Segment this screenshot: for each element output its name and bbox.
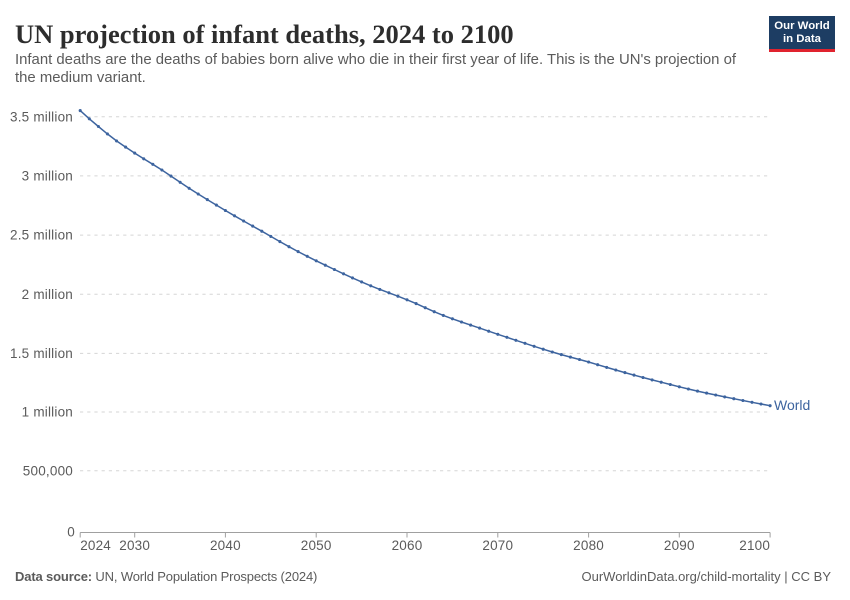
svg-text:1 million: 1 million [22, 405, 73, 420]
svg-text:World: World [774, 397, 810, 413]
svg-text:500,000: 500,000 [23, 463, 73, 478]
svg-text:3.5 million: 3.5 million [10, 109, 73, 124]
svg-text:2100: 2100 [739, 538, 770, 553]
svg-text:2070: 2070 [482, 538, 513, 553]
svg-text:2050: 2050 [301, 538, 332, 553]
svg-text:2090: 2090 [664, 538, 695, 553]
svg-text:2024: 2024 [80, 538, 111, 553]
svg-text:2030: 2030 [119, 538, 150, 553]
svg-text:1.5 million: 1.5 million [10, 346, 73, 361]
svg-text:3 million: 3 million [22, 169, 73, 184]
svg-text:0: 0 [67, 525, 75, 540]
svg-text:2080: 2080 [573, 538, 604, 553]
svg-text:2060: 2060 [392, 538, 423, 553]
svg-text:2040: 2040 [210, 538, 241, 553]
svg-text:2.5 million: 2.5 million [10, 228, 73, 243]
svg-text:2 million: 2 million [22, 287, 73, 302]
